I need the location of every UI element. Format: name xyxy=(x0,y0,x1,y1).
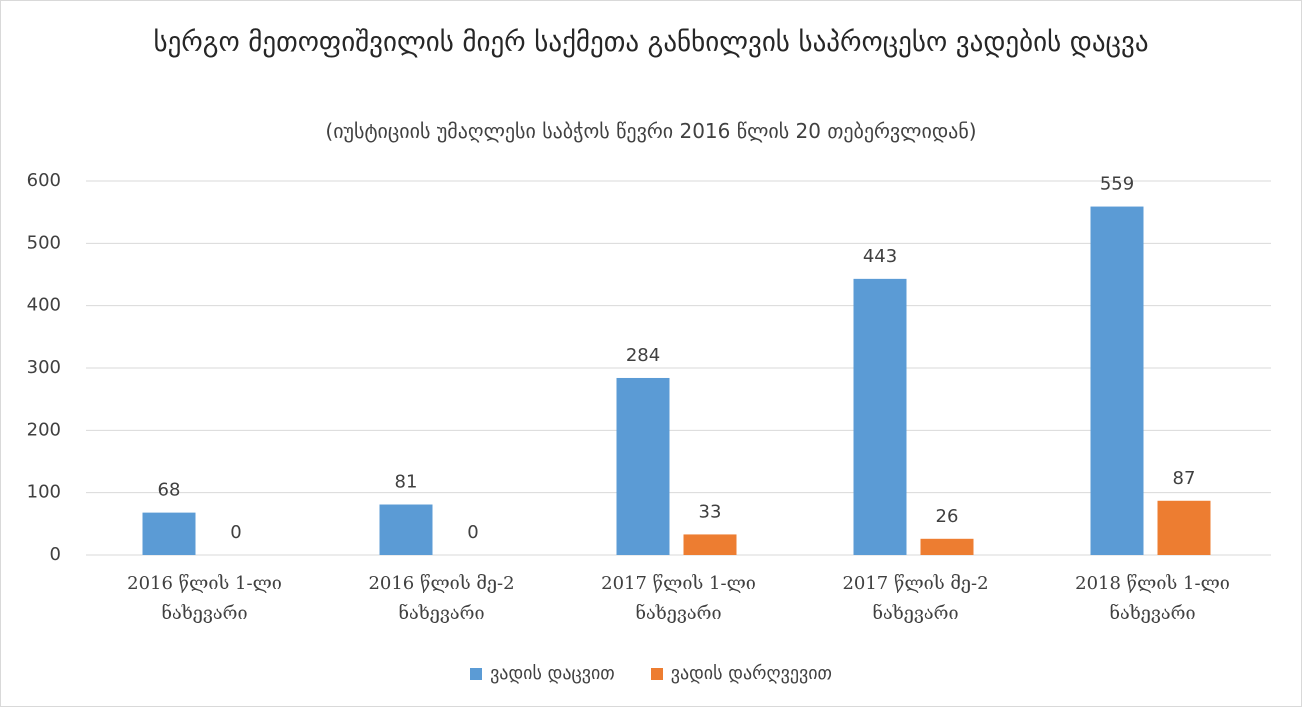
y-tick-label: 300 xyxy=(27,357,61,378)
data-label: 0 xyxy=(230,522,241,543)
y-tick-label: 0 xyxy=(50,544,61,565)
y-tick-label: 100 xyxy=(27,482,61,503)
legend-swatch xyxy=(650,667,663,680)
legend-label: ვადის დაცვით xyxy=(490,663,615,684)
x-tick-label: 2017 წლის მე-2 ნახევარი xyxy=(842,573,989,624)
legend: ვადის დაცვით ვადის დარღვევით xyxy=(1,663,1301,684)
x-tick-label: 2016 წლის 1-ლი ნახევარი xyxy=(127,573,282,624)
bar xyxy=(142,512,196,555)
y-tick-label: 400 xyxy=(27,295,61,316)
bar xyxy=(616,377,670,555)
legend-swatch xyxy=(470,667,483,680)
bar xyxy=(1157,500,1211,555)
data-label: 443 xyxy=(863,246,897,267)
bar xyxy=(1090,206,1144,555)
bar xyxy=(379,504,433,555)
legend-item: ვადის დაცვით xyxy=(470,663,615,684)
data-label: 87 xyxy=(1173,468,1196,489)
legend-label: ვადის დარღვევით xyxy=(670,663,832,684)
bar xyxy=(683,534,737,555)
data-label: 33 xyxy=(699,501,722,522)
x-tick-label: 2018 წლის 1-ლი ნახევარი xyxy=(1075,573,1230,624)
data-label: 0 xyxy=(467,522,478,543)
data-label: 284 xyxy=(626,345,660,366)
bar xyxy=(853,278,907,555)
x-tick-label: 2016 წლის მე-2 ნახევარი xyxy=(368,573,515,624)
y-tick-label: 500 xyxy=(27,232,61,253)
chart-subtitle: (იუსტიციის უმაღლესი საბჭოს წევრი 2016 წლ… xyxy=(325,119,977,143)
legend-item: ვადის დარღვევით xyxy=(650,663,832,684)
bar xyxy=(920,538,974,555)
data-label: 68 xyxy=(158,480,181,501)
y-tick-label: 600 xyxy=(27,170,61,191)
data-label: 26 xyxy=(936,506,959,527)
x-tick-label: 2017 წლის 1-ლი ნახევარი xyxy=(601,573,756,624)
y-tick-label: 200 xyxy=(27,419,61,440)
data-label: 81 xyxy=(395,472,418,493)
chart-title: სერგო მეთოფიშვილის მიერ საქმეთა განხილვი… xyxy=(153,27,1149,58)
data-label: 559 xyxy=(1100,174,1134,195)
